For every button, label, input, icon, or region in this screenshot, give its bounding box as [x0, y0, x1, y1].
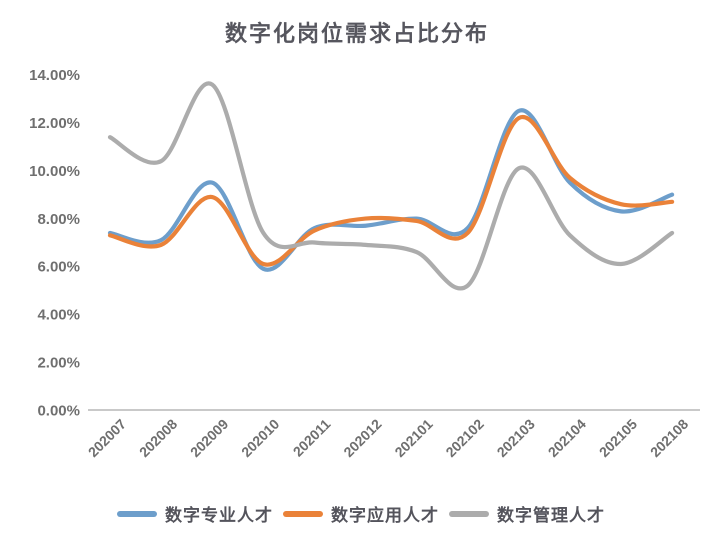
x-tick-label: 202102 [442, 416, 486, 460]
legend-swatch-icon [283, 510, 323, 517]
x-tick-label: 202008 [136, 416, 180, 460]
x-tick-label: 202007 [85, 416, 129, 460]
x-tick-label: 202103 [494, 416, 538, 460]
legend-item-1: 数字应用人才 [283, 501, 439, 526]
x-tick-label: 202104 [545, 416, 589, 460]
chart-legend: 数字专业人才 数字应用人才 数字管理人才 [0, 501, 722, 526]
legend-item-0: 数字专业人才 [117, 501, 273, 526]
y-tick-label: 4.00% [37, 307, 80, 324]
x-tick-label: 202011 [290, 416, 334, 460]
y-tick-label: 10.00% [29, 163, 80, 180]
line-series-1 [107, 115, 675, 267]
legend-item-2: 数字管理人才 [449, 501, 605, 526]
legend-label: 数字专业人才 [165, 506, 273, 525]
legend-label: 数字应用人才 [331, 506, 439, 525]
legend-swatch-icon [449, 510, 489, 517]
line-series-2 [107, 81, 675, 291]
legend-swatch-icon [117, 510, 157, 517]
x-tick-label: 202105 [596, 416, 640, 460]
x-tick-label: 202010 [238, 416, 282, 460]
y-tick-label: 14.00% [29, 67, 80, 84]
legend-label: 数字管理人才 [497, 506, 605, 525]
x-tick-label: 202009 [187, 416, 231, 460]
x-tick-label: 202012 [340, 416, 384, 460]
y-tick-label: 6.00% [37, 259, 80, 276]
line-series-0 [107, 108, 675, 272]
y-tick-label: 8.00% [37, 211, 80, 228]
x-tick-label: 202101 [391, 416, 435, 460]
y-tick-label: 12.00% [29, 115, 80, 132]
y-tick-label: 0.00% [37, 402, 80, 419]
chart-title: 数字化岗位需求占比分布 [224, 21, 489, 46]
x-tick-label: 202108 [647, 416, 691, 460]
y-tick-label: 2.00% [37, 354, 80, 371]
